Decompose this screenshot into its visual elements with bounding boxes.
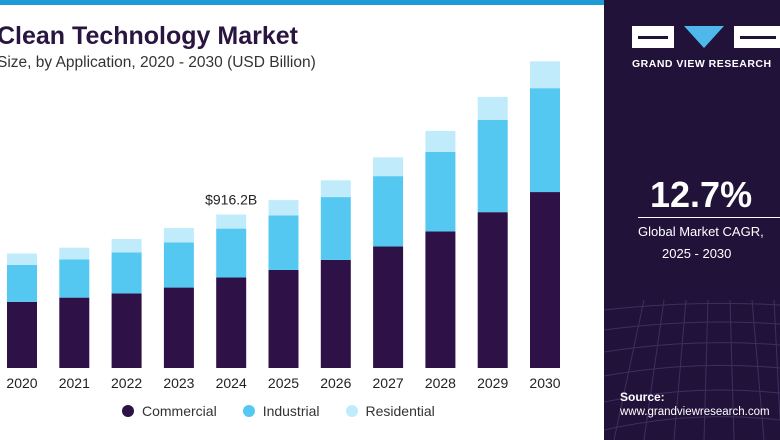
brand-logo xyxy=(632,26,780,48)
bar-industrial-2026 xyxy=(320,197,351,260)
x-tick-2030: 2030 xyxy=(529,375,560,391)
bar-commercial-2028 xyxy=(425,231,456,368)
bar-commercial-2027 xyxy=(373,246,404,368)
bar-residential-2024 xyxy=(216,214,247,229)
legend-item-commercial: Commercial xyxy=(122,403,217,419)
bar-industrial-2025 xyxy=(268,215,299,270)
x-tick-2021: 2021 xyxy=(59,375,90,391)
x-tick-2025: 2025 xyxy=(268,375,299,391)
chart-title: Clean Technology Market xyxy=(0,22,298,50)
legend-label-industrial: Industrial xyxy=(262,403,320,419)
bar-industrial-2028 xyxy=(425,151,456,232)
bar-industrial-2020 xyxy=(7,264,37,302)
bar-industrial-2029 xyxy=(477,120,508,213)
bar-residential-2025 xyxy=(268,200,299,216)
bar-residential-2029 xyxy=(477,96,508,120)
x-tick-2022: 2022 xyxy=(111,375,142,391)
bar-residential-2030 xyxy=(530,61,560,89)
x-tick-2026: 2026 xyxy=(320,375,351,391)
bar-residential-2022 xyxy=(111,238,142,253)
cagr-value: 12.7% xyxy=(650,174,753,215)
bar-commercial-2022 xyxy=(111,293,142,368)
bar-residential-2027 xyxy=(373,157,404,177)
accent-bar xyxy=(0,0,604,5)
bar-residential-2021 xyxy=(59,247,90,260)
x-tick-2027: 2027 xyxy=(373,375,404,391)
cagr-period: 2025 - 2030 xyxy=(662,246,732,261)
legend-label-commercial: Commercial xyxy=(142,403,217,419)
info-panel: GRAND VIEW RESEARCH 12.7% Global Market … xyxy=(604,0,780,440)
source-link[interactable]: www.grandviewresearch.com xyxy=(620,406,770,418)
legend-item-industrial: Industrial xyxy=(242,403,320,419)
legend-swatch-industrial xyxy=(242,405,255,417)
cagr-label: Global Market CAGR, xyxy=(638,224,764,239)
divider xyxy=(638,217,780,218)
bar-commercial-2026 xyxy=(320,259,351,368)
bar-chart: 2020 2021 2022 2023 $916.2B 2024 2025 2026 2027 2… xyxy=(6,61,561,391)
data-label-2024: $916.2B xyxy=(205,192,257,208)
bar-commercial-2025 xyxy=(268,269,299,368)
bar-residential-2023 xyxy=(163,228,194,243)
x-tick-2028: 2028 xyxy=(425,375,456,391)
chart-legend: Commercial Industrial Residential xyxy=(122,403,461,419)
legend-swatch-residential xyxy=(345,405,358,417)
bar-industrial-2030 xyxy=(530,88,560,193)
bar-industrial-2023 xyxy=(163,242,194,288)
legend-item-residential: Residential xyxy=(345,403,435,419)
bar-commercial-2020 xyxy=(7,301,37,368)
bar-residential-2020 xyxy=(7,253,37,265)
bar-industrial-2021 xyxy=(59,259,90,298)
x-tick-2023: 2023 xyxy=(163,375,194,391)
bar-commercial-2021 xyxy=(59,297,90,368)
bar-residential-2026 xyxy=(320,180,351,198)
bar-commercial-2030 xyxy=(530,192,560,368)
legend-swatch-commercial xyxy=(122,405,134,417)
grid-decoration xyxy=(604,299,780,440)
bar-industrial-2022 xyxy=(111,252,142,294)
brand-name: GRAND VIEW RESEARCH xyxy=(632,58,772,70)
bar-residential-2028 xyxy=(425,130,456,152)
legend-label-residential: Residential xyxy=(365,403,435,419)
chart-subtitle: Size, by Application, 2020 - 2030 (USD B… xyxy=(0,54,316,71)
bar-industrial-2027 xyxy=(373,176,404,247)
x-tick-2024: 2024 xyxy=(216,375,247,391)
bar-commercial-2023 xyxy=(163,287,194,368)
source-label: Source: xyxy=(620,390,665,404)
x-tick-2020: 2020 xyxy=(6,375,37,391)
x-tick-2029: 2029 xyxy=(477,375,508,391)
chart-panel: Clean Technology Market Size, by Applica… xyxy=(0,0,604,419)
bar-commercial-2029 xyxy=(477,212,508,368)
bar-commercial-2024 xyxy=(216,277,247,368)
bar-industrial-2024 xyxy=(216,228,247,278)
